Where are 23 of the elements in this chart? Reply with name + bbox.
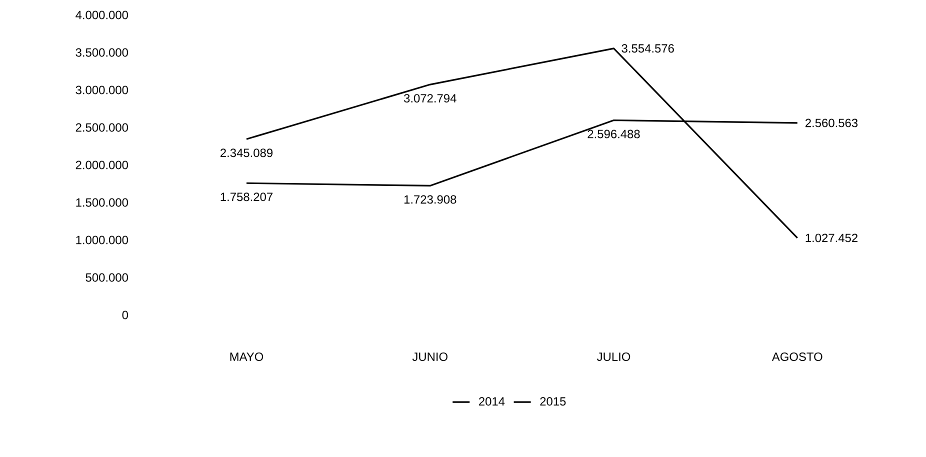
data-label: 2.596.488 [588, 130, 640, 138]
y-tick-label: 2.500.000 [76, 123, 128, 132]
y-tick-label: 1.000.000 [76, 236, 128, 244]
data-label: 1.723.908 [404, 195, 456, 204]
legend-label: 2014 [479, 397, 505, 406]
y-tick-label: 3.500.000 [76, 48, 128, 57]
y-tick-label: 1.500.000 [76, 198, 128, 207]
y-tick-label: 500.000 [86, 273, 128, 282]
y-tick-label: 0 [122, 310, 128, 320]
y-tick-label: 4.000.000 [76, 10, 128, 20]
x-tick-label: MAYO [230, 352, 264, 361]
x-tick-label: JUNIO [412, 352, 448, 361]
data-label: 1.027.452 [806, 234, 858, 242]
x-tick-label: JULIO [597, 352, 630, 361]
y-tick-label: 2.000.000 [76, 160, 128, 170]
data-label: 3.072.794 [404, 94, 456, 103]
legend-label: 2015 [540, 397, 566, 406]
data-label: 2.345.089 [220, 148, 273, 158]
x-tick-label: AGOSTO [772, 352, 822, 361]
data-label: 3.554.576 [622, 44, 674, 53]
data-label: 2.560.563 [805, 118, 858, 128]
y-tick-label: 3.000.000 [76, 86, 128, 94]
data-label: 1.758.207 [220, 192, 272, 202]
